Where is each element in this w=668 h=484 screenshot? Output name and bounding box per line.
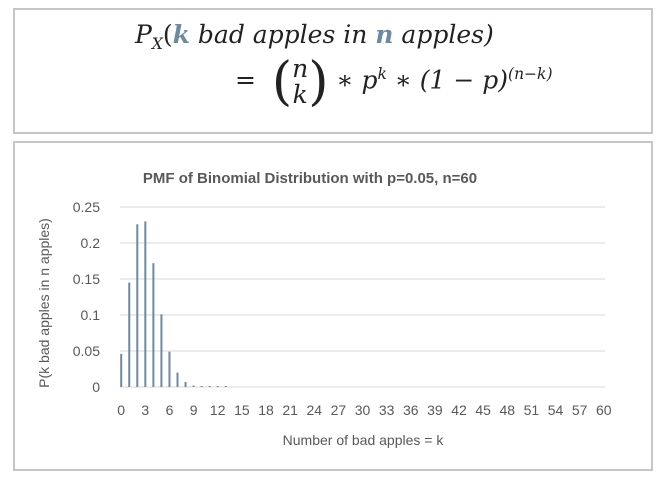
y-tick-label: 0.1 [81, 307, 101, 323]
bar [128, 282, 131, 387]
formula-panel: PX(k bad apples in n apples) = (n k) ∗ pk… [13, 8, 653, 134]
formula-term1-exp: k [377, 65, 387, 84]
bar [192, 385, 195, 387]
y-tick-labels: 0 0.05 0.1 0.15 0.2 0.25 [73, 199, 100, 395]
x-tick-label: 24 [306, 402, 322, 418]
x-tick-label: 3 [141, 402, 149, 418]
grid-layer [120, 206, 605, 388]
y-tick-label: 0.25 [73, 199, 100, 215]
formula-end-text: apples) [393, 20, 494, 49]
x-tick-label: 48 [499, 402, 515, 418]
formula-term2-exp: (n−k) [508, 65, 553, 84]
formula-open-paren: ( [162, 20, 173, 49]
formula-p-symbol: P [135, 20, 152, 49]
x-tick-label: 27 [331, 402, 347, 418]
chart-panel: PMF of Binomial Distribution with p=0.05… [13, 141, 653, 471]
formula-equals: = [235, 65, 256, 95]
chart-title: PMF of Binomial Distribution with p=0.05… [143, 170, 477, 187]
x-tick-label: 21 [282, 402, 298, 418]
x-tick-label: 12 [210, 402, 226, 418]
binom-top: n [292, 54, 309, 83]
x-tick-label: 42 [451, 402, 467, 418]
y-tick-label: 0 [92, 379, 100, 395]
formula-mid-text: bad apples in [189, 20, 376, 49]
formula-term1: ∗ p [336, 65, 378, 95]
binom-bottom: k [292, 80, 308, 109]
x-tick-label: 39 [427, 402, 443, 418]
bar [144, 221, 147, 387]
x-tick-label: 0 [117, 402, 125, 418]
x-tick-label: 9 [190, 402, 198, 418]
formula-lhs: PX(k bad apples in n apples) [135, 20, 494, 53]
bar [216, 386, 219, 387]
x-tick-labels: 0 3 6 9 12 15 18 21 24 27 30 33 36 39 42 45 48 51 54 57 60 [117, 402, 611, 418]
x-tick-label: 33 [379, 402, 395, 418]
x-tick-label: 6 [166, 402, 174, 418]
x-tick-label: 54 [548, 402, 564, 418]
formula-n: n [375, 20, 394, 49]
binomial-coefficient: (n k) [271, 52, 329, 112]
formula-subscript: X [151, 35, 163, 53]
bar [152, 263, 155, 387]
y-tick-label: 0.15 [73, 271, 100, 287]
y-tick-label: 0.2 [81, 235, 101, 251]
bar [160, 314, 163, 387]
x-tick-label: 15 [234, 402, 250, 418]
bar [136, 224, 139, 387]
bar [200, 386, 203, 387]
bar [168, 351, 171, 387]
x-tick-label: 57 [572, 402, 588, 418]
bar [176, 372, 179, 387]
y-tick-label: 0.05 [73, 343, 100, 359]
formula-term2: ∗ (1 − p) [394, 65, 509, 95]
y-axis-label: P(k bad apples in n apples) [36, 218, 52, 388]
x-tick-label: 18 [258, 402, 274, 418]
bar [208, 386, 211, 387]
pmf-chart: PMF of Binomial Distribution with p=0.05… [36, 170, 612, 448]
x-tick-label: 51 [524, 402, 540, 418]
bar-layer [120, 221, 227, 387]
bar [120, 353, 123, 387]
x-tick-label: 60 [596, 402, 612, 418]
x-tick-label: 36 [403, 402, 419, 418]
formula-k: k [172, 20, 190, 49]
x-tick-label: 30 [355, 402, 371, 418]
x-axis-label: Number of bad apples = k [283, 432, 445, 448]
x-tick-label: 45 [475, 402, 491, 418]
bar [184, 381, 187, 387]
bar [224, 386, 227, 387]
formula-rhs: = (n k) ∗ pk ∗ (1 − p)(n−k) [235, 52, 553, 112]
